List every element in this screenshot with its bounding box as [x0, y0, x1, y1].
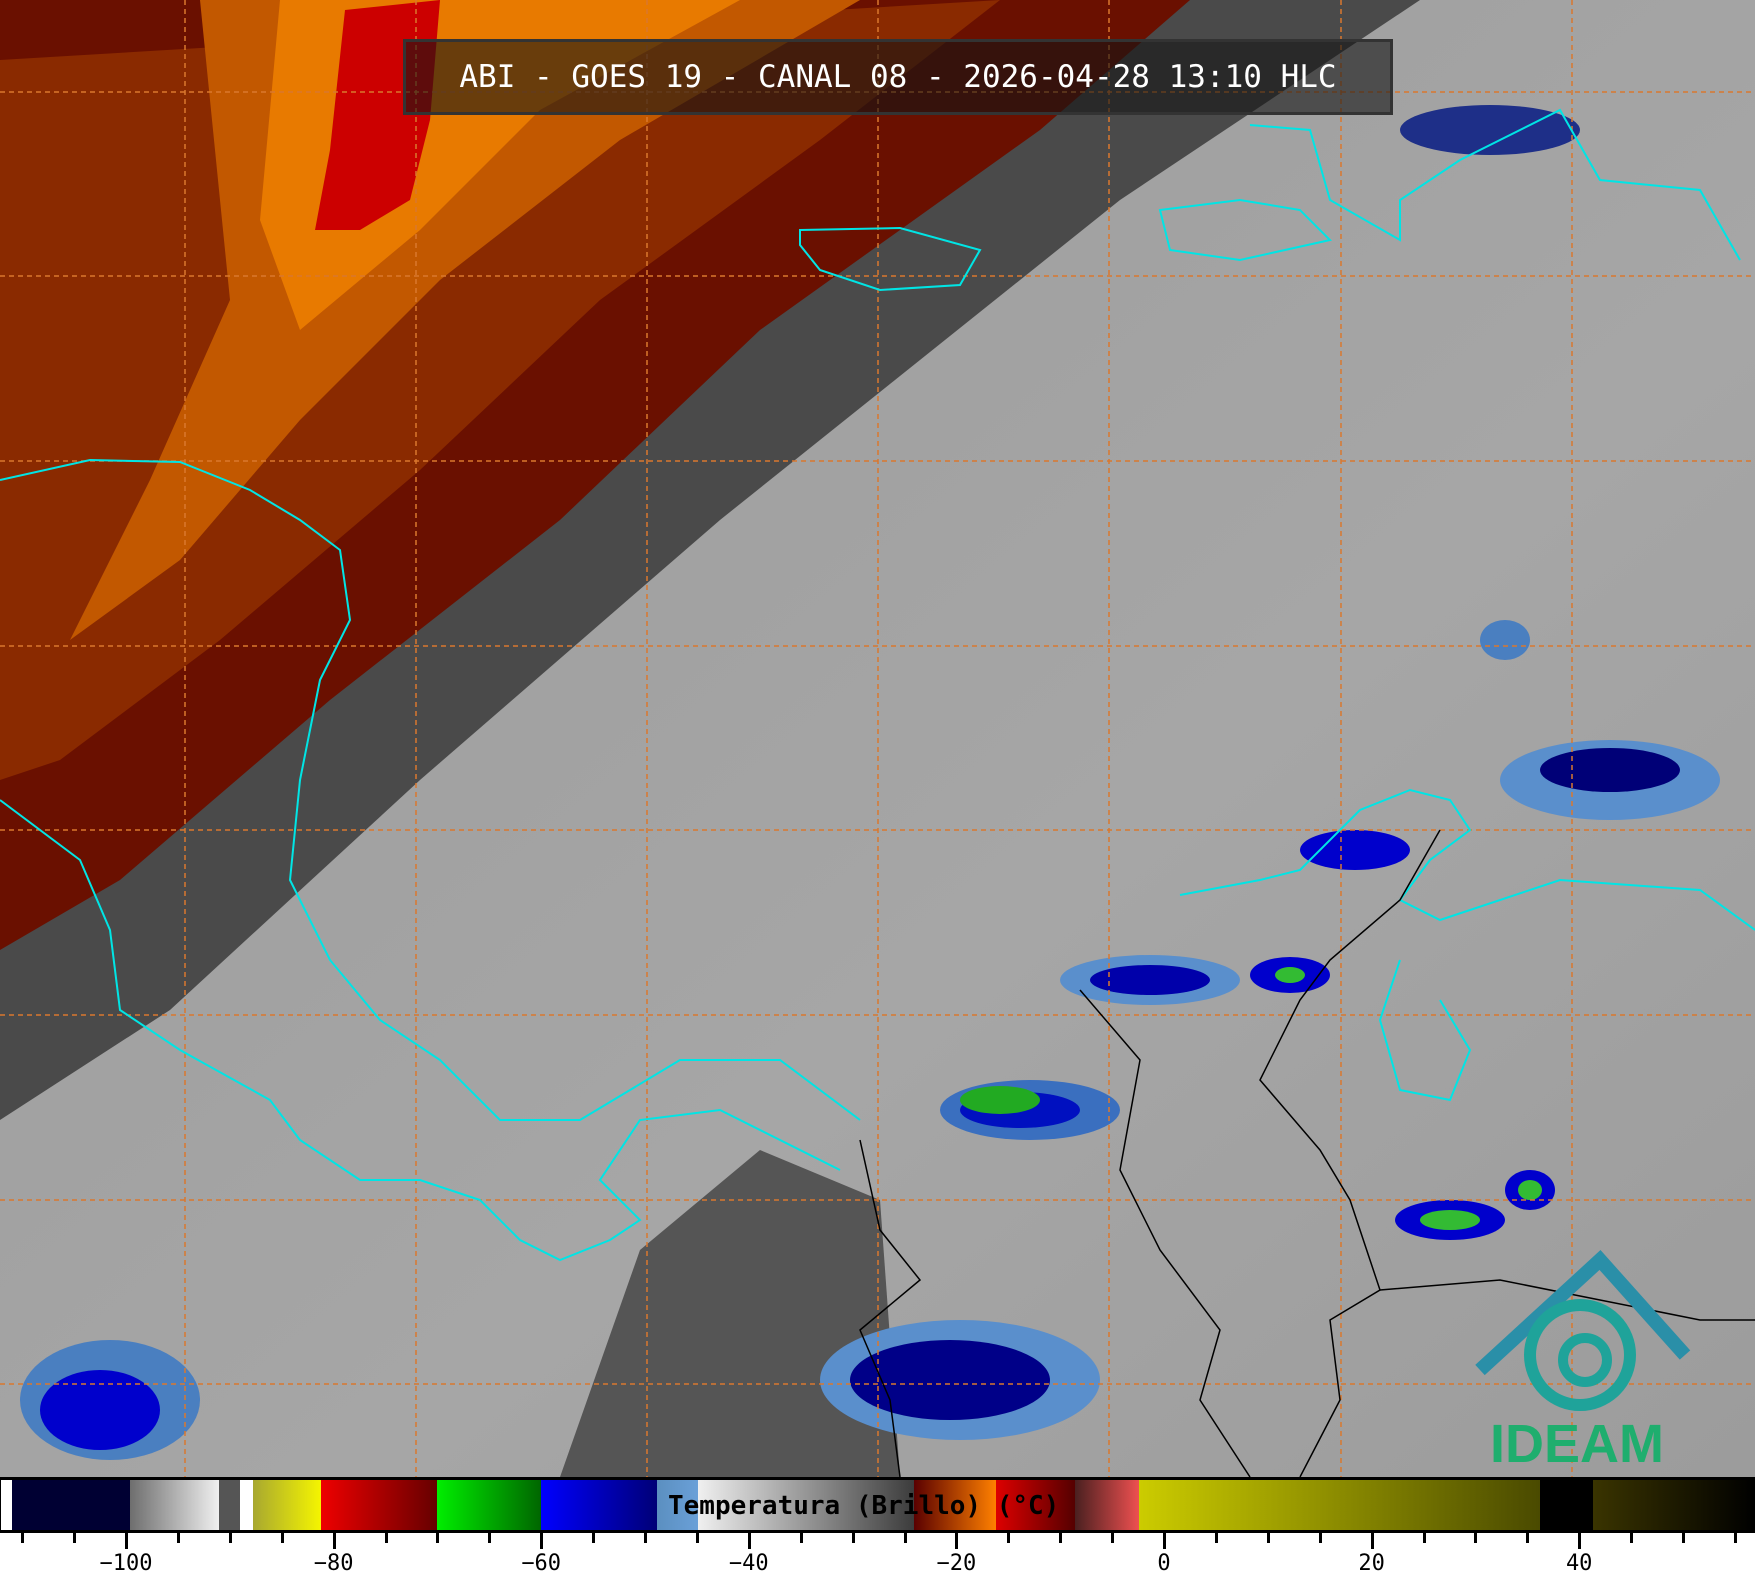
- minor-tick: [436, 1533, 440, 1543]
- minor-tick: [1422, 1533, 1426, 1543]
- logo-roof-icon: [1475, 1250, 1691, 1376]
- colorbar-segment: [657, 1480, 698, 1530]
- colorbar-segment: [11, 1480, 131, 1530]
- major-tick: [540, 1533, 544, 1549]
- colorbar-segment: [1539, 1480, 1593, 1530]
- image-title: ABI - GOES 19 - CANAL 08 - 2026-04-28 13…: [459, 59, 1337, 95]
- minor-tick: [695, 1533, 699, 1543]
- colorbar-segment: [219, 1480, 241, 1530]
- temperature-colorbar: Temperatura (Brillo) (°C): [0, 1477, 1755, 1533]
- minor-tick: [176, 1533, 180, 1543]
- logo-spiral-icon: [1524, 1299, 1636, 1411]
- tick-label: 40: [1565, 1551, 1593, 1576]
- ideam-logo: IDEAM: [1475, 1250, 1691, 1474]
- dark-south-area: [560, 1150, 900, 1477]
- tick-label: −100: [99, 1551, 153, 1576]
- minor-tick: [1733, 1533, 1737, 1543]
- minor-tick: [1214, 1533, 1218, 1543]
- minor-tick: [1318, 1533, 1322, 1543]
- colorbar-segment: [1592, 1480, 1755, 1530]
- tick-label: 20: [1358, 1551, 1385, 1576]
- major-tick: [125, 1533, 128, 1549]
- colorbar-segments: [0, 1480, 1755, 1530]
- logo-text: IDEAM: [1490, 1414, 1664, 1474]
- minor-tick: [384, 1533, 388, 1543]
- minor-tick: [903, 1533, 907, 1543]
- tick-label: −80: [313, 1551, 354, 1576]
- minor-tick: [73, 1533, 77, 1543]
- minor-tick: [21, 1533, 25, 1543]
- colorbar-segment: [995, 1480, 1075, 1530]
- minor-tick: [799, 1533, 803, 1543]
- colorbar-segment: [697, 1480, 914, 1530]
- minor-tick: [1474, 1533, 1478, 1543]
- minor-tick: [644, 1533, 647, 1543]
- minor-tick: [851, 1533, 855, 1543]
- major-tick: [1578, 1533, 1582, 1549]
- colorbar-segment: [913, 1480, 996, 1530]
- colorbar-segment: [437, 1480, 542, 1530]
- minor-tick: [228, 1533, 232, 1543]
- minor-tick: [1059, 1533, 1063, 1543]
- minor-tick: [1526, 1533, 1530, 1543]
- tick-label: −20: [936, 1551, 977, 1576]
- minor-tick: [1007, 1533, 1011, 1543]
- colorbar-segment: [541, 1480, 658, 1530]
- minor-tick: [280, 1533, 284, 1543]
- major-tick: [747, 1533, 751, 1549]
- colorbar-segment: [321, 1480, 438, 1530]
- colorbar-segment: [1074, 1480, 1140, 1530]
- minor-tick: [1266, 1533, 1270, 1543]
- grid-lines: [0, 0, 1755, 1477]
- major-tick: [1163, 1533, 1166, 1549]
- colorbar-segment: [252, 1480, 322, 1530]
- cold-cloud-tops: [20, 105, 1720, 1460]
- tick-label: −60: [521, 1551, 562, 1576]
- minor-tick: [488, 1533, 492, 1543]
- minor-tick: [1682, 1533, 1685, 1543]
- major-tick: [955, 1533, 959, 1549]
- tick-label: −40: [728, 1551, 769, 1576]
- colorbar-label: Temperatura (Brillo) (°C): [668, 1491, 1060, 1521]
- minor-tick: [592, 1533, 596, 1543]
- major-tick: [1370, 1533, 1374, 1549]
- colorbar-segment: [130, 1480, 220, 1530]
- image-title-box: ABI - GOES 19 - CANAL 08 - 2026-04-28 13…: [403, 39, 1393, 115]
- major-tick: [332, 1533, 336, 1549]
- colorbar-segment: [1139, 1480, 1540, 1530]
- satellite-map: IDEAM: [0, 0, 1755, 1477]
- tick-label: 0: [1157, 1551, 1171, 1576]
- minor-tick: [1630, 1533, 1634, 1543]
- colorbar-segment: [1, 1480, 12, 1530]
- political-borders: [859, 829, 1755, 1477]
- minor-tick: [1111, 1533, 1115, 1543]
- coastlines: [0, 108, 1755, 1262]
- colorbar-segment: [240, 1480, 253, 1530]
- colorbar-axis: −100 −80 −60 −40 −20 0 20 40: [0, 1533, 1755, 1577]
